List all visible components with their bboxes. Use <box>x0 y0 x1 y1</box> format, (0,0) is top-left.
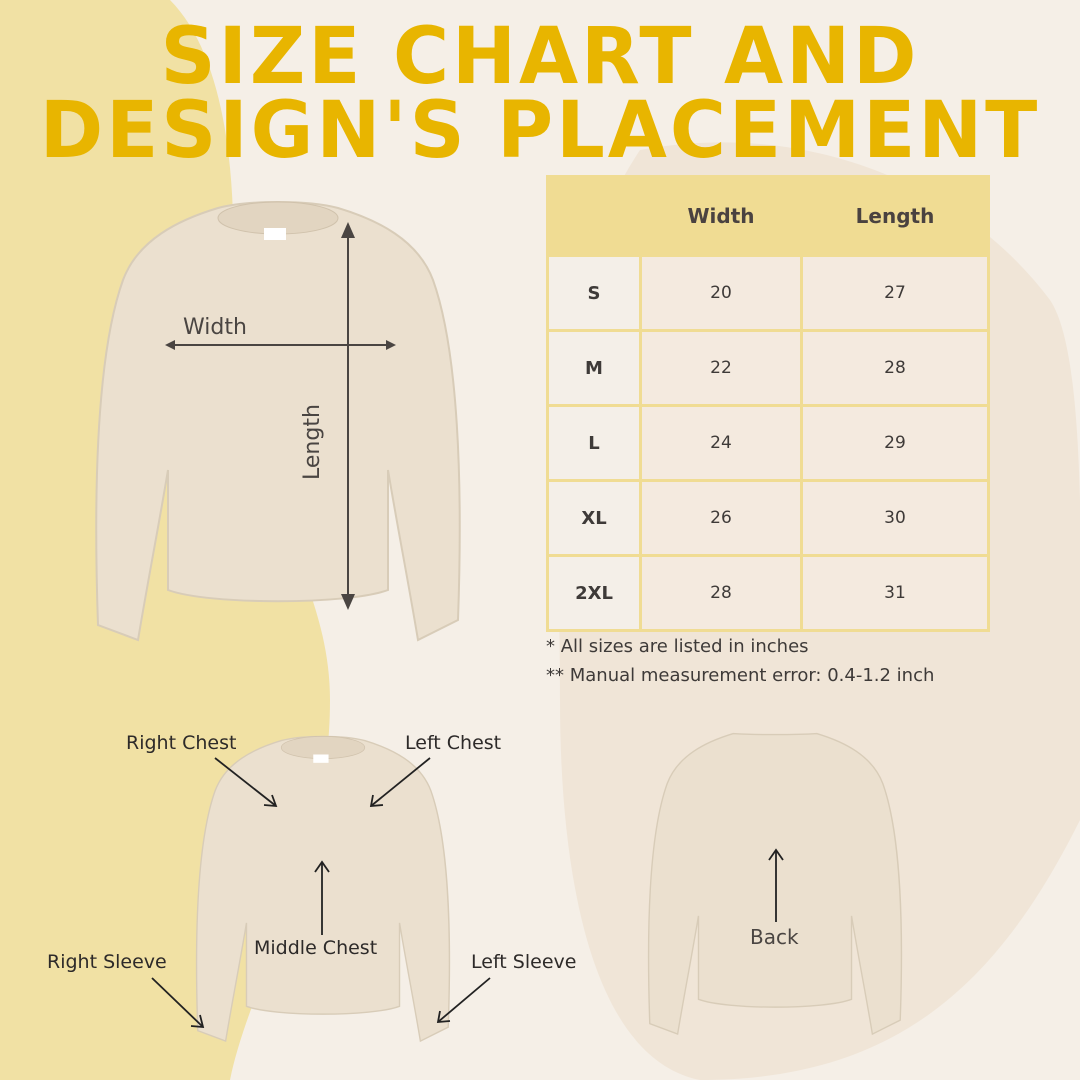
width-cell: 20 <box>639 254 803 332</box>
title-line-2: DESIGN'S PLACEMENT <box>39 86 1041 176</box>
width-cell: 26 <box>639 479 803 557</box>
length-cell: 30 <box>799 479 991 557</box>
table-row: 2XL 28 31 <box>546 554 991 632</box>
table-header-row: Width Length <box>546 175 991 257</box>
back-label: Back <box>750 925 799 949</box>
size-table: Width Length S 20 27 M 22 28 L 24 29 XL 26 30 2X… <box>546 175 991 632</box>
note-error: ** Manual measurement error: 0.4-1.2 inc… <box>546 665 935 686</box>
title-line-1: SIZE CHART AND <box>160 12 920 102</box>
table-row: L 24 29 <box>546 404 991 482</box>
size-cell: XL <box>546 479 642 557</box>
header-width: Width <box>639 175 803 257</box>
table-row: S 20 27 <box>546 254 991 332</box>
left-chest-label: Left Chest <box>405 732 502 754</box>
length-cell: 27 <box>799 254 991 332</box>
length-cell: 29 <box>799 404 991 482</box>
size-cell: 2XL <box>546 554 642 632</box>
middle-chest-label: Middle Chest <box>254 937 378 959</box>
length-cell: 31 <box>799 554 991 632</box>
width-label: Width <box>183 315 247 340</box>
size-cell: S <box>546 254 642 332</box>
width-cell: 22 <box>639 329 803 407</box>
width-cell: 24 <box>639 404 803 482</box>
table-row: M 22 28 <box>546 329 991 407</box>
size-cell: M <box>546 329 642 407</box>
size-cell: L <box>546 404 642 482</box>
right-sleeve-label: Right Sleeve <box>47 951 167 973</box>
table-row: XL 26 30 <box>546 479 991 557</box>
header-size <box>546 175 642 257</box>
left-sleeve-label: Left Sleeve <box>471 951 577 973</box>
sweatshirt-back-image <box>647 732 903 1036</box>
note-inches: * All sizes are listed in inches <box>546 636 809 657</box>
width-cell: 28 <box>639 554 803 632</box>
header-length: Length <box>799 175 991 257</box>
length-label: Length <box>300 404 325 480</box>
length-cell: 28 <box>799 329 991 407</box>
right-chest-label: Right Chest <box>126 732 237 754</box>
sweatshirt-front-image <box>95 201 461 642</box>
sweatshirt-front-small-image <box>195 735 451 1043</box>
